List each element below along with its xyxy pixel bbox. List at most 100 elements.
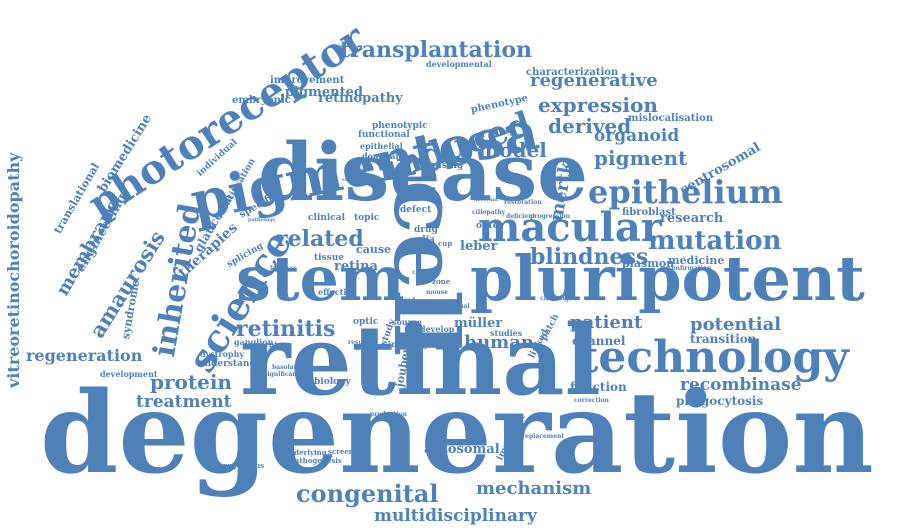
- cloud-word: retinitis: [236, 316, 336, 342]
- cloud-word: mutation: [648, 226, 782, 256]
- cloud-word: potential: [690, 314, 782, 335]
- cloud-word: congenital: [296, 479, 439, 508]
- cloud-word: ganglion: [234, 337, 274, 347]
- cloud-word: causing: [424, 161, 464, 171]
- cloud-word: regeneration: [26, 346, 143, 365]
- cloud-word: glia: [416, 235, 435, 245]
- cloud-word: pigmented: [285, 85, 363, 100]
- cloud-word: epithelium: [588, 173, 783, 211]
- cloud-word: multidisciplinary: [374, 506, 537, 526]
- cloud-word: ciliopathy: [472, 209, 506, 216]
- cloud-word: mislocalisation: [628, 113, 714, 124]
- cloud-word: correction: [574, 397, 609, 404]
- cloud-word: epithelial: [360, 141, 403, 151]
- cloud-word: transplantation: [340, 37, 532, 63]
- cloud-word: mouse: [426, 289, 448, 296]
- cloud-word: functional: [358, 130, 410, 140]
- cloud-word: topic: [354, 213, 380, 223]
- cloud-word: biology: [314, 377, 351, 387]
- cloud-word: research: [660, 211, 724, 226]
- cloud-word: underlying: [284, 448, 327, 457]
- cloud-word: regenerative: [530, 70, 658, 91]
- cloud-word: segment: [244, 340, 278, 349]
- cloud-word: result: [348, 339, 368, 346]
- cloud-word: screening: [328, 447, 367, 456]
- cloud-word: cup: [438, 239, 453, 248]
- cloud-word: replacement: [522, 433, 565, 440]
- cloud-word: human: [464, 332, 534, 353]
- cloud-word: channel: [572, 334, 626, 348]
- cloud-word: significant: [264, 371, 300, 378]
- cloud-word: production: [370, 411, 407, 418]
- cloud-word: zone: [432, 277, 451, 286]
- cloud-word: suffering: [342, 177, 368, 183]
- cloud-word: phagocytosis: [676, 394, 764, 408]
- cloud-word: characterization: [526, 67, 619, 78]
- cloud-word: aberrant: [474, 197, 499, 203]
- cloud-word: develop: [420, 324, 455, 334]
- cloud-word: source: [392, 317, 422, 327]
- cloud-word: improvement: [270, 75, 345, 86]
- cloud-word: phenotypic: [372, 121, 428, 131]
- cloud-word: dominant: [362, 151, 405, 161]
- cloud-word: retinal: [240, 304, 601, 417]
- cloud-word: vitreoretinochoroidopathy: [4, 152, 23, 388]
- cloud-word: clinical: [308, 213, 346, 223]
- cloud-word: recombinase: [680, 375, 802, 395]
- cloud-word: plasmon: [622, 257, 675, 270]
- cloud-word: developmental: [426, 59, 492, 69]
- cloud-word: progression: [530, 213, 570, 220]
- cloud-word: understand: [198, 359, 256, 369]
- cloud-word: treatment: [136, 392, 232, 412]
- cloud-word: rod: [404, 297, 416, 304]
- cloud-word: model: [478, 138, 547, 162]
- cloud-word: cone: [412, 269, 428, 276]
- cloud-word: confirmation: [668, 265, 712, 272]
- cloud-word: pathogenesis: [290, 456, 342, 465]
- cloud-word: autosomal: [424, 442, 500, 457]
- cloud-word: organoid: [594, 126, 680, 146]
- cloud-word: mechanism: [476, 478, 592, 499]
- cloud-word: development: [100, 369, 158, 379]
- cloud-word: retina: [334, 259, 378, 274]
- cloud-word: stem: [236, 242, 405, 315]
- cloud-word: tissue: [314, 253, 344, 263]
- cloud-word: embryonic: [232, 95, 291, 106]
- cloud-word: protein: [150, 370, 232, 394]
- cloud-word: disease: [258, 125, 589, 219]
- cloud-word: basolateral: [272, 364, 310, 371]
- cloud-word: cause: [356, 243, 392, 256]
- cloud-word: dystrophy: [200, 349, 245, 359]
- cloud-word: deficient: [506, 213, 536, 220]
- cloud-word: macular: [478, 204, 662, 251]
- cloud-word: defect: [400, 205, 432, 215]
- cloud-word: expression: [538, 93, 658, 117]
- cloud-word: derived: [548, 114, 632, 138]
- cloud-word: pigment: [594, 146, 688, 170]
- cloud-word: blindness: [530, 244, 649, 270]
- cloud-word: pluripotent: [470, 242, 865, 315]
- cloud-word: müller: [454, 316, 503, 331]
- cloud-word: degeneration: [40, 368, 874, 499]
- cloud-word: optic: [353, 317, 379, 327]
- cloud-word: related: [276, 226, 364, 252]
- cloud-word: leber: [460, 239, 498, 254]
- cloud-word: restoration: [504, 199, 542, 206]
- cloud-word: inducing: [388, 339, 428, 349]
- cloud-word: heterogeneous: [206, 461, 265, 470]
- cloud-word: pathology: [248, 217, 276, 223]
- cloud-word: effective: [318, 287, 357, 297]
- cloud-word: patient: [570, 312, 643, 333]
- cloud-word: technology: [578, 332, 849, 383]
- cloud-word: retinopathy: [318, 91, 403, 106]
- cloud-word: visual: [450, 303, 470, 310]
- cloud-word: medicine: [668, 254, 725, 267]
- cloud-word: studies: [490, 328, 523, 338]
- cloud-word: laminar: [270, 265, 297, 272]
- cloud-word: drug: [414, 225, 438, 235]
- cloud-word: fibroblast: [622, 207, 676, 218]
- cloud-word: function: [570, 380, 627, 394]
- cloud-word: transition: [690, 332, 757, 346]
- cloud-word: challenge: [540, 295, 573, 302]
